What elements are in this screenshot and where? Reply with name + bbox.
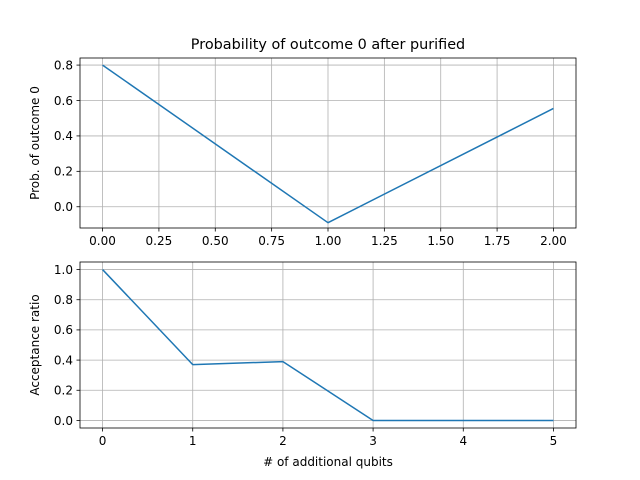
y-tick-label: 0.6 (54, 94, 73, 108)
y-tick-label: 0.8 (54, 293, 73, 307)
x-tick-label: 1.00 (315, 234, 342, 248)
bottom-subplot: 0 1 2 3 4 5 0.0 0.2 0.4 0.6 0.8 1.0 # of additional … (28, 261, 577, 469)
x-tick-label: 1.50 (427, 234, 454, 248)
x-tick-label: 1 (189, 434, 197, 448)
chart-title: Probability of outcome 0 after purified (191, 37, 465, 53)
y-tick-label: 0.8 (54, 58, 73, 72)
x-tick-label: 1.25 (371, 234, 398, 248)
x-tick-label: 3 (369, 434, 377, 448)
x-tick-label: 2 (279, 434, 287, 448)
y-tick-label: 0.0 (54, 414, 73, 428)
y-tick-label: 0.2 (54, 165, 73, 179)
x-tick-label: 1.75 (484, 234, 511, 248)
x-tick-label: 2.00 (540, 234, 567, 248)
axes-frame (79, 261, 577, 429)
x-tick-label: 0.50 (202, 234, 229, 248)
y-tick-label: 0.6 (54, 323, 73, 337)
y-axis-label: Prob. of outcome 0 (28, 86, 42, 200)
x-tick-label: 5 (550, 434, 558, 448)
top-subplot: 0.00 0.25 0.50 0.75 1.00 1.25 1.50 1.75 2.00 0.0 0… (28, 37, 577, 248)
x-tick-label: 4 (459, 434, 467, 448)
y-axis-label: Acceptance ratio (28, 294, 42, 395)
y-tick-label: 0.4 (54, 353, 73, 367)
data-series-line (102, 269, 554, 422)
x-axis-label: # of additional qubits (263, 455, 393, 469)
x-tick-label: 0 (99, 434, 107, 448)
y-tick-label: 0.2 (54, 384, 73, 398)
y-tick-label: 1.0 (54, 263, 73, 277)
x-tick-label: 0.25 (146, 234, 173, 248)
y-tick-label: 0.0 (54, 200, 73, 214)
x-tick-label: 0.00 (89, 234, 116, 248)
y-tick-label: 0.4 (54, 129, 73, 143)
data-series-line (102, 64, 554, 224)
x-tick-label: 0.75 (258, 234, 285, 248)
